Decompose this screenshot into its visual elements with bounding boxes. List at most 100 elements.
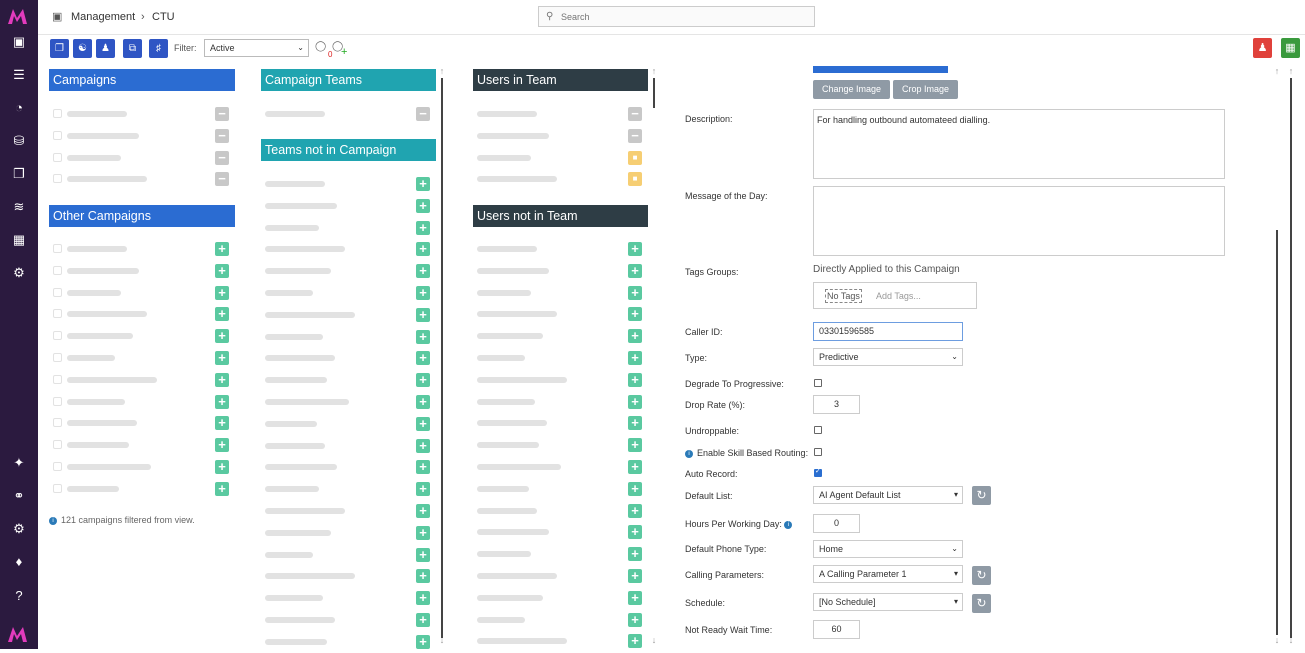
caller-id-input[interactable]: 03301596585: [813, 322, 963, 341]
hours-input[interactable]: 0: [813, 514, 860, 533]
list-item[interactable]: +: [49, 391, 235, 413]
delete-campaign-button[interactable]: ♟: [1253, 38, 1272, 58]
list-item[interactable]: +: [49, 325, 235, 347]
list-item[interactable]: −: [473, 125, 648, 147]
list-item[interactable]: −: [49, 103, 235, 125]
scrollbar-thumb[interactable]: [441, 78, 443, 638]
description-textarea[interactable]: For handling outbound automateed diallin…: [813, 109, 1225, 179]
list-item[interactable]: +: [261, 522, 436, 544]
undroppable-checkbox[interactable]: [814, 426, 822, 434]
assign-user-button[interactable]: ♟: [96, 39, 115, 58]
add-icon[interactable]: +: [416, 613, 430, 627]
add-icon[interactable]: +: [628, 307, 642, 322]
refresh-schedule-button[interactable]: ↻: [972, 594, 991, 613]
add-icon[interactable]: +: [416, 416, 430, 431]
add-icon[interactable]: +: [416, 482, 430, 497]
puzzle-icon[interactable]: ✦: [13, 455, 25, 470]
filter-select[interactable]: Active ⌄: [204, 39, 309, 57]
calling-params-select[interactable]: A Calling Parameter 1 ▾: [813, 565, 963, 583]
list-item[interactable]: +: [261, 347, 436, 369]
default-list-select[interactable]: AI Agent Default List ▾: [813, 486, 963, 504]
remove-icon[interactable]: −: [628, 107, 642, 121]
add-icon[interactable]: +: [416, 373, 430, 388]
info-icon[interactable]: i: [685, 450, 693, 458]
list-item[interactable]: +: [261, 369, 436, 391]
tag-add-icon[interactable]: ◯: [332, 41, 344, 52]
scrollbar-thumb[interactable]: [1290, 78, 1292, 638]
list-item[interactable]: +: [49, 303, 235, 325]
motd-textarea[interactable]: [813, 186, 1225, 256]
list-item[interactable]: +: [473, 391, 648, 413]
add-icon[interactable]: +: [215, 307, 229, 322]
dashboard-icon[interactable]: ◔: [15, 100, 23, 115]
campaign-users-button[interactable]: ☯: [73, 39, 92, 58]
breadcrumb-section[interactable]: Management: [71, 11, 136, 23]
auto-record-checkbox[interactable]: [814, 467, 822, 477]
list-item[interactable]: +: [49, 282, 235, 304]
cogs-icon[interactable]: ⚙: [13, 265, 25, 280]
list-item[interactable]: +: [49, 238, 235, 260]
list-item[interactable]: +: [473, 587, 648, 609]
list-item[interactable]: +: [261, 544, 436, 566]
briefcase-icon[interactable]: ▣: [12, 34, 26, 49]
list-item[interactable]: −: [49, 147, 235, 169]
list-item[interactable]: −: [49, 168, 235, 190]
add-icon[interactable]: +: [416, 329, 430, 344]
waveform-icon[interactable]: ≋: [13, 199, 25, 214]
change-image-button[interactable]: Change Image: [813, 80, 890, 99]
add-icon[interactable]: +: [628, 242, 642, 256]
not-ready-input[interactable]: 60: [813, 620, 860, 639]
phone-type-select[interactable]: Home ⌄: [813, 540, 963, 558]
add-icon[interactable]: +: [215, 242, 229, 256]
add-icon[interactable]: +: [215, 372, 229, 387]
add-icon[interactable]: +: [416, 460, 430, 475]
add-icon[interactable]: +: [628, 351, 642, 365]
scroll-up-arrow[interactable]: ↑: [1274, 66, 1280, 76]
list-item[interactable]: +: [261, 326, 436, 348]
add-icon[interactable]: +: [628, 329, 642, 344]
type-select[interactable]: Predictive ⌄: [813, 348, 963, 366]
add-icon[interactable]: +: [215, 263, 229, 278]
add-icon[interactable]: +: [215, 438, 229, 453]
bell-icon[interactable]: ♦: [15, 554, 23, 569]
list-item[interactable]: ■: [473, 168, 648, 190]
remove-icon[interactable]: −: [215, 128, 229, 143]
brand-logo[interactable]: [7, 6, 31, 26]
add-icon[interactable]: +: [416, 395, 430, 409]
list-item[interactable]: +: [49, 434, 235, 456]
add-icon[interactable]: +: [628, 394, 642, 409]
list-item[interactable]: +: [261, 260, 436, 282]
add-icon[interactable]: +: [628, 569, 642, 583]
list-item[interactable]: +: [261, 217, 436, 239]
skill-routing-checkbox[interactable]: [814, 448, 822, 456]
list-item[interactable]: +: [261, 413, 436, 435]
remove-icon[interactable]: −: [215, 107, 229, 121]
brand-logo-bottom[interactable]: [7, 624, 31, 644]
list-item[interactable]: +: [473, 260, 648, 282]
drop-rate-input[interactable]: 3: [813, 395, 860, 414]
add-icon[interactable]: +: [215, 329, 229, 344]
list-item[interactable]: +: [261, 304, 436, 326]
list-item[interactable]: +: [261, 456, 436, 478]
globe-icon[interactable]: ⚭: [13, 488, 25, 503]
scrollbar-thumb[interactable]: [653, 78, 655, 108]
add-icon[interactable]: +: [416, 547, 430, 562]
files-icon[interactable]: ❐: [13, 166, 25, 181]
list-item[interactable]: +: [473, 369, 648, 391]
scroll-up-arrow[interactable]: ↑: [1288, 66, 1294, 76]
add-icon[interactable]: +: [416, 438, 430, 453]
list-item[interactable]: +: [49, 456, 235, 478]
list-item[interactable]: +: [473, 303, 648, 325]
list-item[interactable]: +: [261, 195, 436, 217]
add-icon[interactable]: +: [628, 372, 642, 387]
add-icon[interactable]: +: [416, 634, 430, 649]
list-item[interactable]: +: [261, 173, 436, 195]
new-campaign-button[interactable]: ❐: [50, 39, 69, 58]
tags-input[interactable]: No Tags Add Tags...: [813, 282, 977, 309]
remove-icon[interactable]: −: [215, 150, 229, 165]
list-item[interactable]: +: [49, 478, 235, 500]
list-item[interactable]: −: [473, 103, 648, 125]
add-icon[interactable]: +: [416, 177, 430, 191]
add-icon[interactable]: +: [628, 547, 642, 562]
add-icon[interactable]: +: [628, 263, 642, 278]
